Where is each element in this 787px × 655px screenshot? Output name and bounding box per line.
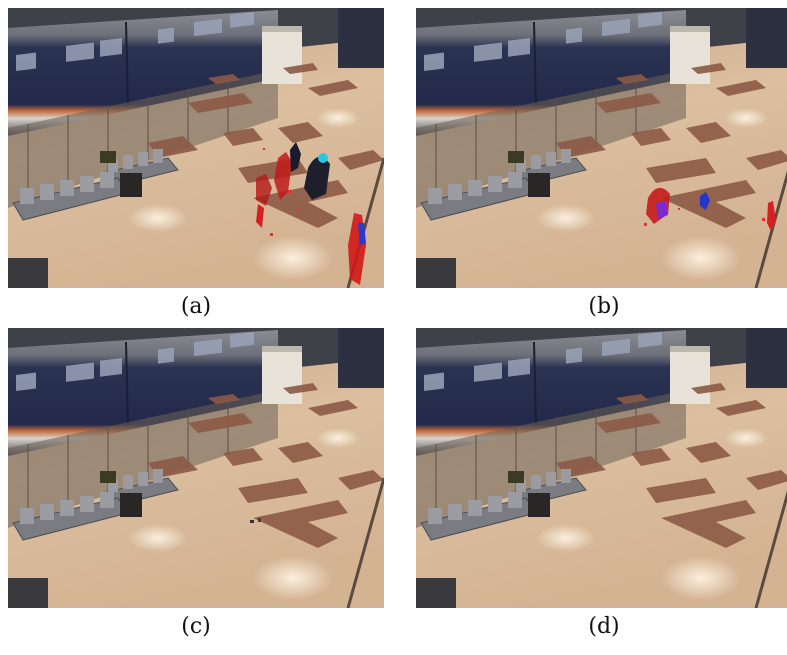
panel-a-caption: (a) bbox=[180, 294, 212, 319]
panel-c-caption: (c) bbox=[181, 614, 211, 639]
motion-blobs-c bbox=[250, 518, 261, 523]
panel-a-image bbox=[8, 8, 384, 288]
panel-b-caption: (b) bbox=[588, 294, 620, 319]
panel-b-image bbox=[416, 8, 787, 288]
motion-blobs-a bbox=[256, 142, 366, 285]
panel-d-image bbox=[416, 328, 787, 608]
panel-d-caption: (d) bbox=[588, 614, 620, 639]
motion-blobs-b bbox=[644, 187, 776, 231]
panel-c-image bbox=[8, 328, 384, 608]
